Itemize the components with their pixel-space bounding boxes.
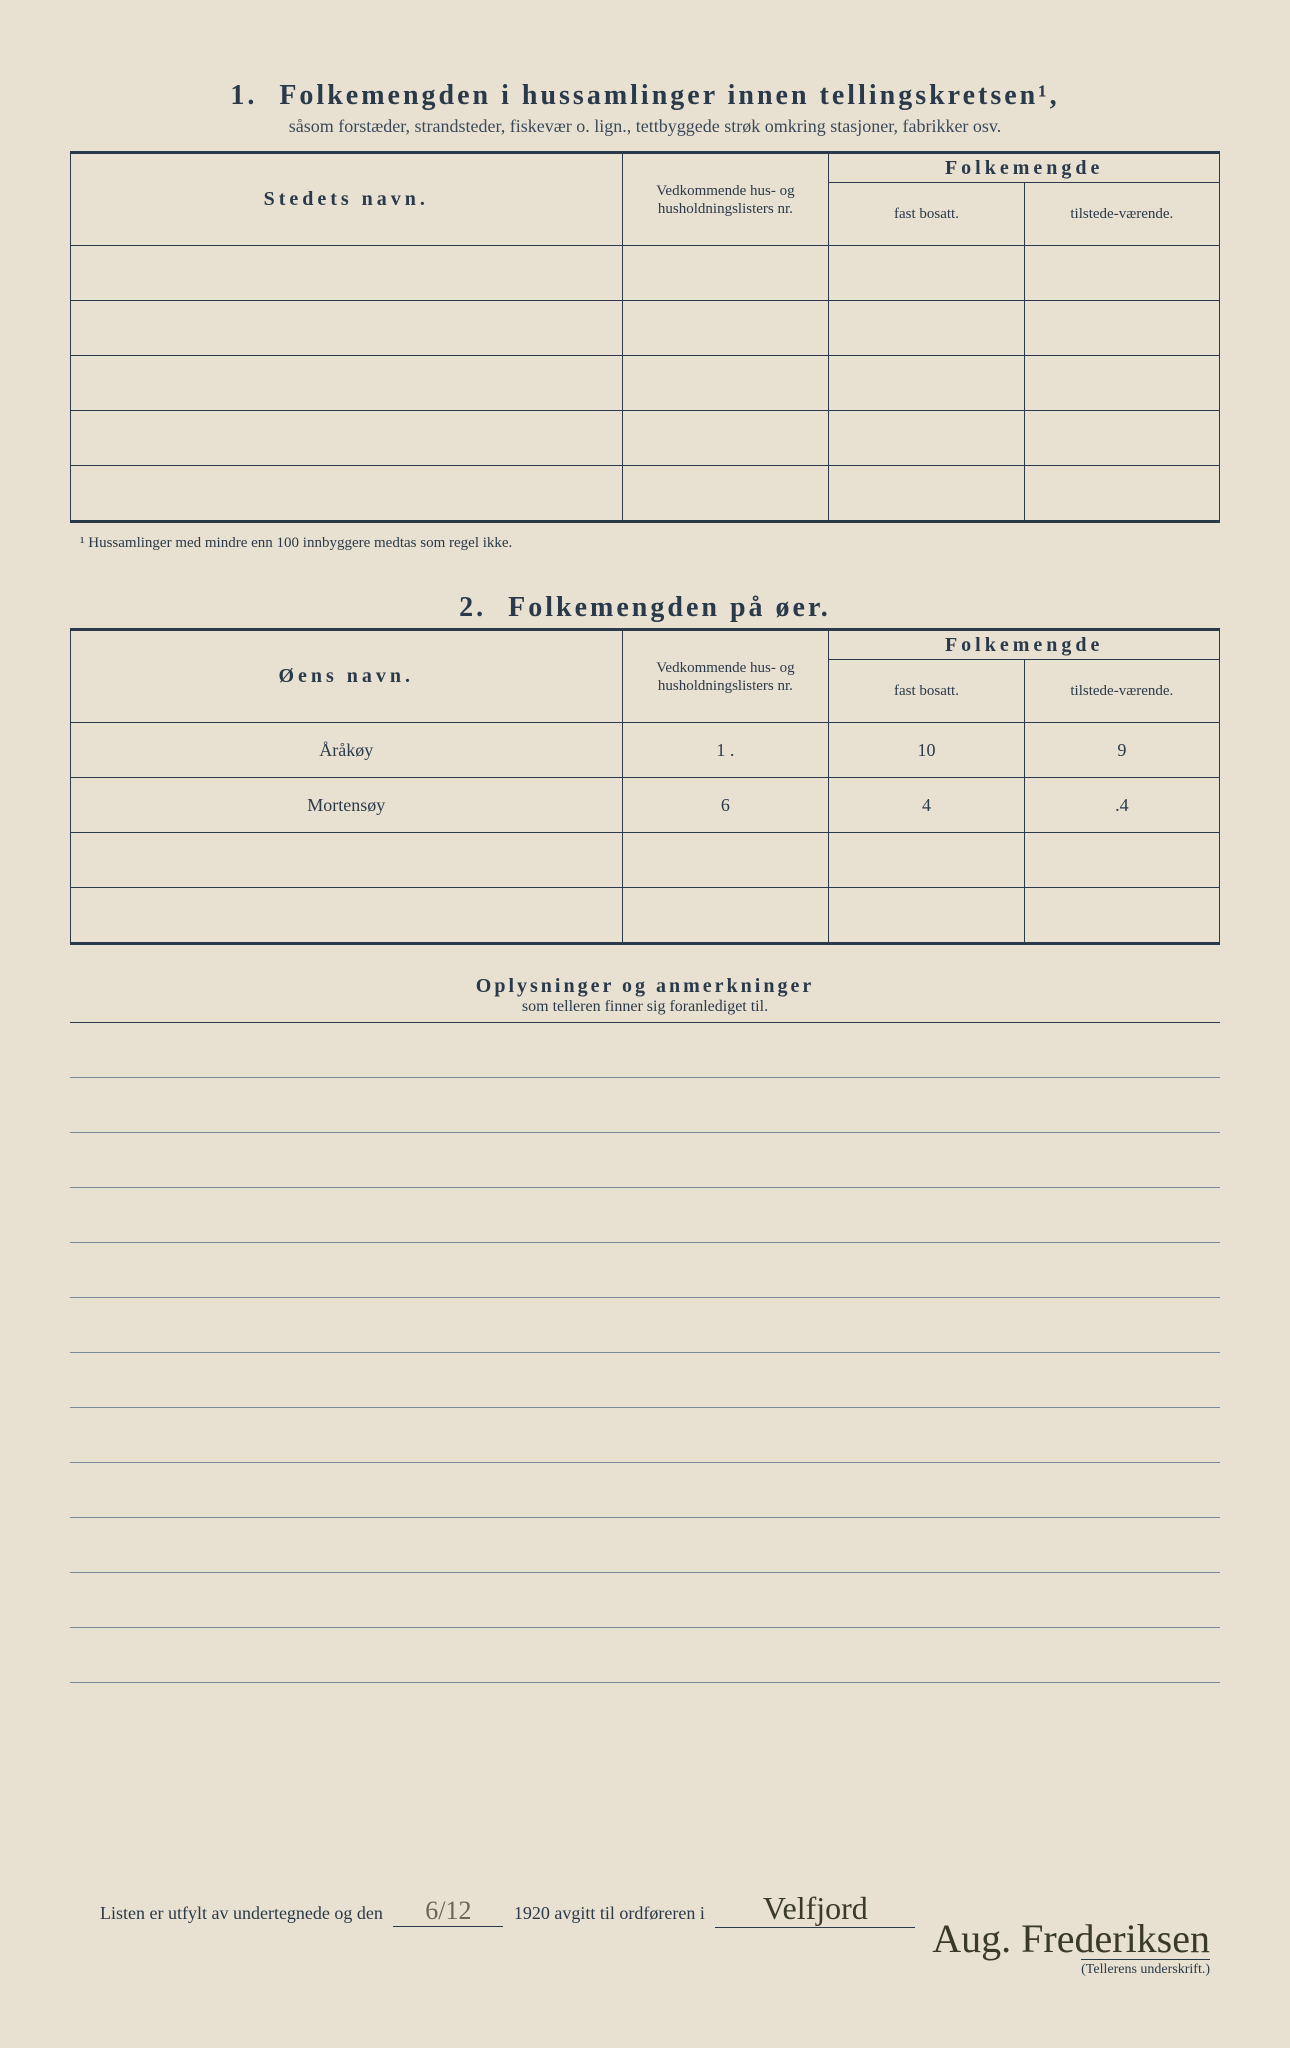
- signature-label: (Tellerens underskrift.): [1081, 1959, 1210, 1978]
- ruled-line: [70, 1188, 1220, 1243]
- table-row: Mortensøy 6 4 .4: [71, 778, 1220, 833]
- notes-title: Oplysninger og anmerkninger: [70, 975, 1220, 998]
- footer-place: Velfjord: [715, 1890, 915, 1928]
- s2-col-name: Øens navn.: [71, 630, 623, 723]
- ruled-line: [70, 1408, 1220, 1463]
- ruled-line: [70, 1078, 1220, 1133]
- ruled-line: [70, 1298, 1220, 1353]
- ruled-line: [70, 1023, 1220, 1078]
- table-row: [71, 466, 1220, 522]
- s1-col-folk: Folkemengde: [829, 153, 1220, 183]
- section1-footnote: ¹ Hussamlinger med mindre enn 100 innbyg…: [80, 535, 1220, 552]
- s2-col-folk: Folkemengde: [829, 630, 1220, 660]
- ruled-line: [70, 1133, 1220, 1188]
- section1-number: 1.: [230, 80, 257, 111]
- ruled-line: [70, 1463, 1220, 1518]
- section1-table: Stedets navn. Vedkommende hus- og hushol…: [70, 151, 1220, 523]
- table-row: Åråkøy 1 . 10 9: [71, 723, 1220, 778]
- notes-ruled-area: [70, 1022, 1220, 1683]
- section1-title: 1. Folkemengden i hussamlinger innen tel…: [70, 80, 1220, 112]
- s1-col-nr: Vedkommende hus- og husholdningslisters …: [622, 153, 829, 246]
- s1-col-name: Stedets navn.: [71, 153, 623, 246]
- s2-col-til: tilstede-værende.: [1024, 660, 1219, 723]
- table-row: [71, 356, 1220, 411]
- section2-number: 2.: [459, 592, 486, 623]
- signature-handwriting: Aug. Frederiksen: [932, 1919, 1210, 1959]
- section1-title-text: Folkemengden i hussamlinger innen tellin…: [279, 80, 1059, 111]
- table-row: [71, 411, 1220, 466]
- footer-before: Listen er utfylt av undertegnede og den: [100, 1903, 383, 1923]
- section1-subtitle: såsom forstæder, strandsteder, fiskevær …: [70, 116, 1220, 137]
- table-row: [71, 301, 1220, 356]
- ruled-line: [70, 1243, 1220, 1298]
- notes-subtitle: som telleren finner sig foranlediget til…: [70, 998, 1220, 1016]
- s1-col-til: tilstede-værende.: [1024, 183, 1219, 246]
- ruled-line: [70, 1518, 1220, 1573]
- s2-col-fast: fast bosatt.: [829, 660, 1024, 723]
- footer-mid: 1920 avgitt til ordføreren i: [514, 1903, 705, 1923]
- section2-table: Øens navn. Vedkommende hus- og husholdni…: [70, 628, 1220, 945]
- table-row: [71, 833, 1220, 888]
- s2-col-nr: Vedkommende hus- og husholdningslisters …: [622, 630, 829, 723]
- footer-date: 6/12: [393, 1896, 503, 1927]
- ruled-line: [70, 1628, 1220, 1683]
- s1-col-fast: fast bosatt.: [829, 183, 1024, 246]
- ruled-line: [70, 1573, 1220, 1628]
- table-row: [71, 246, 1220, 301]
- ruled-line: [70, 1353, 1220, 1408]
- census-form-page: 1. Folkemengden i hussamlinger innen tel…: [0, 0, 1290, 2048]
- signature-block: Aug. Frederiksen (Tellerens underskrift.…: [932, 1919, 1210, 1978]
- table-row: [71, 888, 1220, 944]
- section2-title-text: Folkemengden på øer.: [508, 592, 831, 623]
- section2-title: 2. Folkemengden på øer.: [70, 592, 1220, 624]
